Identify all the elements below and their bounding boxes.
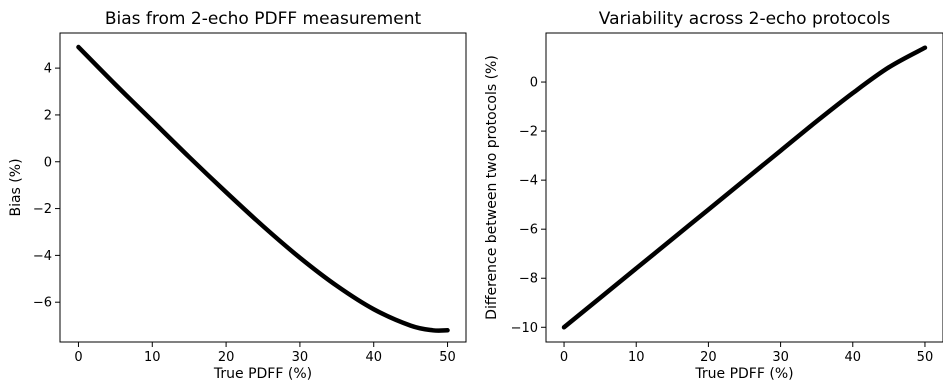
y-tick-label: 0 (530, 76, 538, 91)
y-tick-label: 2 (44, 108, 52, 123)
y-tick-label: −10 (511, 321, 538, 336)
y-tick-label: −4 (33, 249, 52, 264)
y-tick-label: −2 (519, 125, 538, 140)
y-tick-label: −2 (33, 202, 52, 217)
x-tick-label: 0 (560, 350, 568, 365)
chart-title: Bias from 2-echo PDFF measurement (105, 9, 422, 29)
series-line (76, 44, 450, 333)
x-tick-label: 50 (439, 350, 456, 365)
y-axis-label: Difference between two protocols (%) (484, 55, 500, 320)
y-tick-label: −8 (519, 272, 538, 287)
x-tick-label: 30 (772, 350, 789, 365)
plot-frame (545, 32, 943, 343)
y-tick-label: −6 (33, 296, 52, 311)
y-axis-label: Bias (%) (8, 158, 24, 216)
x-tick-label: 40 (844, 350, 861, 365)
chart-title: Variability across 2-echo protocols (599, 9, 891, 29)
chart-panel-2: Variability across 2-echo protocols 0 10 20… (484, 9, 943, 382)
x-tick-label: 0 (74, 350, 82, 365)
series-line (561, 45, 928, 330)
y-tick-label: 0 (44, 155, 52, 170)
plot-frame (59, 32, 467, 343)
x-axis-label: True PDFF (%) (213, 366, 312, 382)
x-tick-label: 20 (218, 350, 235, 365)
x-tick-label: 30 (292, 350, 309, 365)
x-tick-label: 10 (144, 350, 161, 365)
y-tick-label: −6 (519, 223, 538, 238)
y-tick-label: 4 (44, 62, 52, 77)
x-tick-label: 20 (700, 350, 717, 365)
x-axis-label: True PDFF (%) (694, 366, 793, 382)
y-tick-label: −4 (519, 174, 538, 189)
x-tick-label: 40 (365, 350, 382, 365)
x-tick-label: 10 (628, 350, 645, 365)
x-tick-label: 50 (917, 350, 934, 365)
